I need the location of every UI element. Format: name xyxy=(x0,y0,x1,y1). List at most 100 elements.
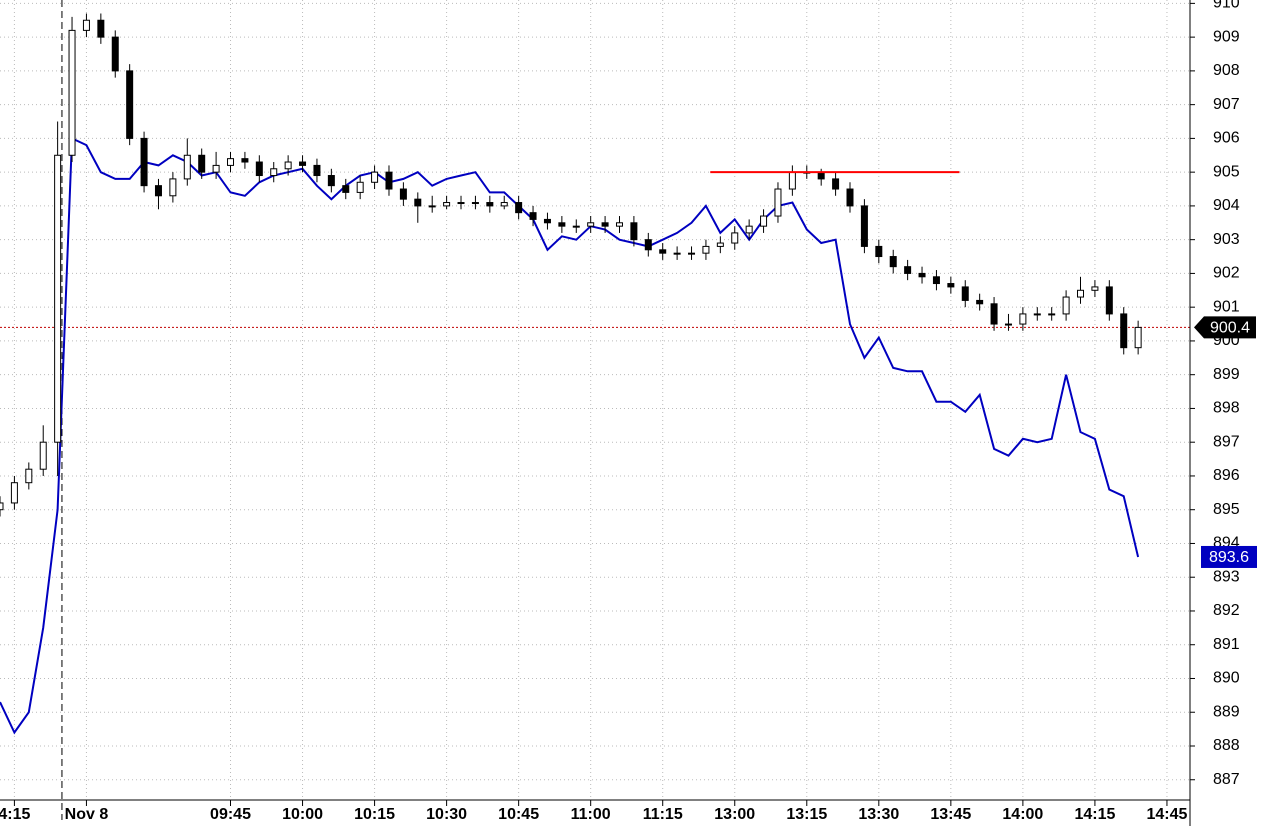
candle-body xyxy=(270,168,278,177)
y-tick-label: 909 xyxy=(1213,28,1240,45)
candle-body xyxy=(10,482,18,504)
candle-body xyxy=(832,178,840,190)
candle-body xyxy=(788,171,796,190)
y-tick-label: 889 xyxy=(1213,703,1240,720)
candle-body xyxy=(457,202,465,205)
candle-body xyxy=(111,36,119,72)
candle-body xyxy=(241,158,249,163)
candle-body xyxy=(587,222,595,227)
line-value-flag xyxy=(1201,545,1257,568)
candle-body xyxy=(68,29,76,156)
x-tick-label: 13:15 xyxy=(786,806,827,823)
candle-body xyxy=(716,242,724,247)
candle-body xyxy=(169,178,177,197)
candle-body xyxy=(443,202,451,207)
candle-body xyxy=(1077,289,1085,298)
grid xyxy=(0,0,1190,800)
candle-body xyxy=(688,252,696,255)
candle-body xyxy=(183,154,191,180)
x-tick-label: 11:00 xyxy=(571,806,611,823)
candle-body xyxy=(0,502,4,511)
x-tick-label: 10:45 xyxy=(498,806,539,823)
x-tick-label: 13:00 xyxy=(714,806,755,823)
y-tick-label: 903 xyxy=(1213,231,1240,248)
x-tick-label: 14:45 xyxy=(1146,806,1187,823)
y-tick-label: 897 xyxy=(1213,433,1240,450)
y-tick-label: 902 xyxy=(1213,265,1240,282)
candle-body xyxy=(212,164,220,173)
candle-body xyxy=(889,256,897,268)
y-tick-label: 901 xyxy=(1213,298,1240,315)
candle-body xyxy=(932,276,940,285)
candle-body xyxy=(399,188,407,200)
candle-body xyxy=(39,441,47,470)
candle-body xyxy=(990,303,998,325)
candle-body xyxy=(54,154,62,443)
y-tick-label: 896 xyxy=(1213,467,1240,484)
candle-body xyxy=(327,175,335,187)
candle-body xyxy=(918,272,926,278)
candle-body xyxy=(471,202,479,205)
candle-body xyxy=(630,222,638,241)
candle-body xyxy=(154,185,162,197)
candle-body xyxy=(846,188,854,207)
candle-body xyxy=(543,218,551,224)
x-tick-label: Nov 8 xyxy=(65,806,109,823)
candle-body xyxy=(25,468,33,484)
y-tick-label: 891 xyxy=(1213,636,1240,653)
candle-body xyxy=(1033,313,1041,316)
candle-body xyxy=(299,161,307,166)
candle-body xyxy=(558,222,566,227)
last-price-flag xyxy=(1194,316,1256,339)
candle-body xyxy=(774,188,782,217)
y-tick-label: 905 xyxy=(1213,163,1240,180)
candle-body xyxy=(731,232,739,244)
y-tick-label: 908 xyxy=(1213,62,1240,79)
y-tick-label: 907 xyxy=(1213,96,1240,113)
candle-body xyxy=(1105,286,1113,315)
x-tick-label: 11:15 xyxy=(643,806,683,823)
candle-body xyxy=(140,137,148,187)
candle-body xyxy=(1019,313,1027,325)
y-tick-label: 899 xyxy=(1213,366,1240,383)
candle-body xyxy=(515,202,523,214)
last-price-label: 900.4 xyxy=(1210,320,1250,337)
candle-body xyxy=(760,215,768,227)
y-tick-label: 887 xyxy=(1213,771,1240,788)
candle-body xyxy=(1004,323,1012,326)
y-tick-label: 892 xyxy=(1213,602,1240,619)
candle-body xyxy=(428,205,436,208)
x-tick-label: 14:00 xyxy=(1002,806,1043,823)
candle-body xyxy=(601,222,609,227)
candle-body xyxy=(702,245,710,254)
candle-body xyxy=(284,161,292,170)
candle-body xyxy=(1134,326,1142,349)
y-tick-label: 895 xyxy=(1213,501,1240,518)
candle-body xyxy=(904,266,912,274)
candle-body xyxy=(644,239,652,251)
y-tick-label: 893 xyxy=(1213,568,1240,585)
candle-body xyxy=(1062,296,1070,315)
candle-body xyxy=(82,19,90,31)
candle-body xyxy=(961,286,969,301)
candle-body xyxy=(947,283,955,288)
x-tick-label: 13:30 xyxy=(858,806,899,823)
candle-body xyxy=(227,158,235,166)
candle-body xyxy=(371,171,379,183)
candle-body xyxy=(97,19,105,38)
line-value-label: 893.6 xyxy=(1209,549,1249,566)
y-tick-label: 904 xyxy=(1213,197,1240,214)
candle-body xyxy=(1048,313,1056,316)
y-tick-label: 910 xyxy=(1213,0,1240,12)
candle-body xyxy=(529,212,537,220)
candle-body xyxy=(500,202,508,207)
candle-body xyxy=(659,249,667,254)
candle-body xyxy=(385,171,393,190)
candle-body xyxy=(860,205,868,247)
candle-body xyxy=(817,171,825,180)
x-tick-label: 10:15 xyxy=(354,806,395,823)
